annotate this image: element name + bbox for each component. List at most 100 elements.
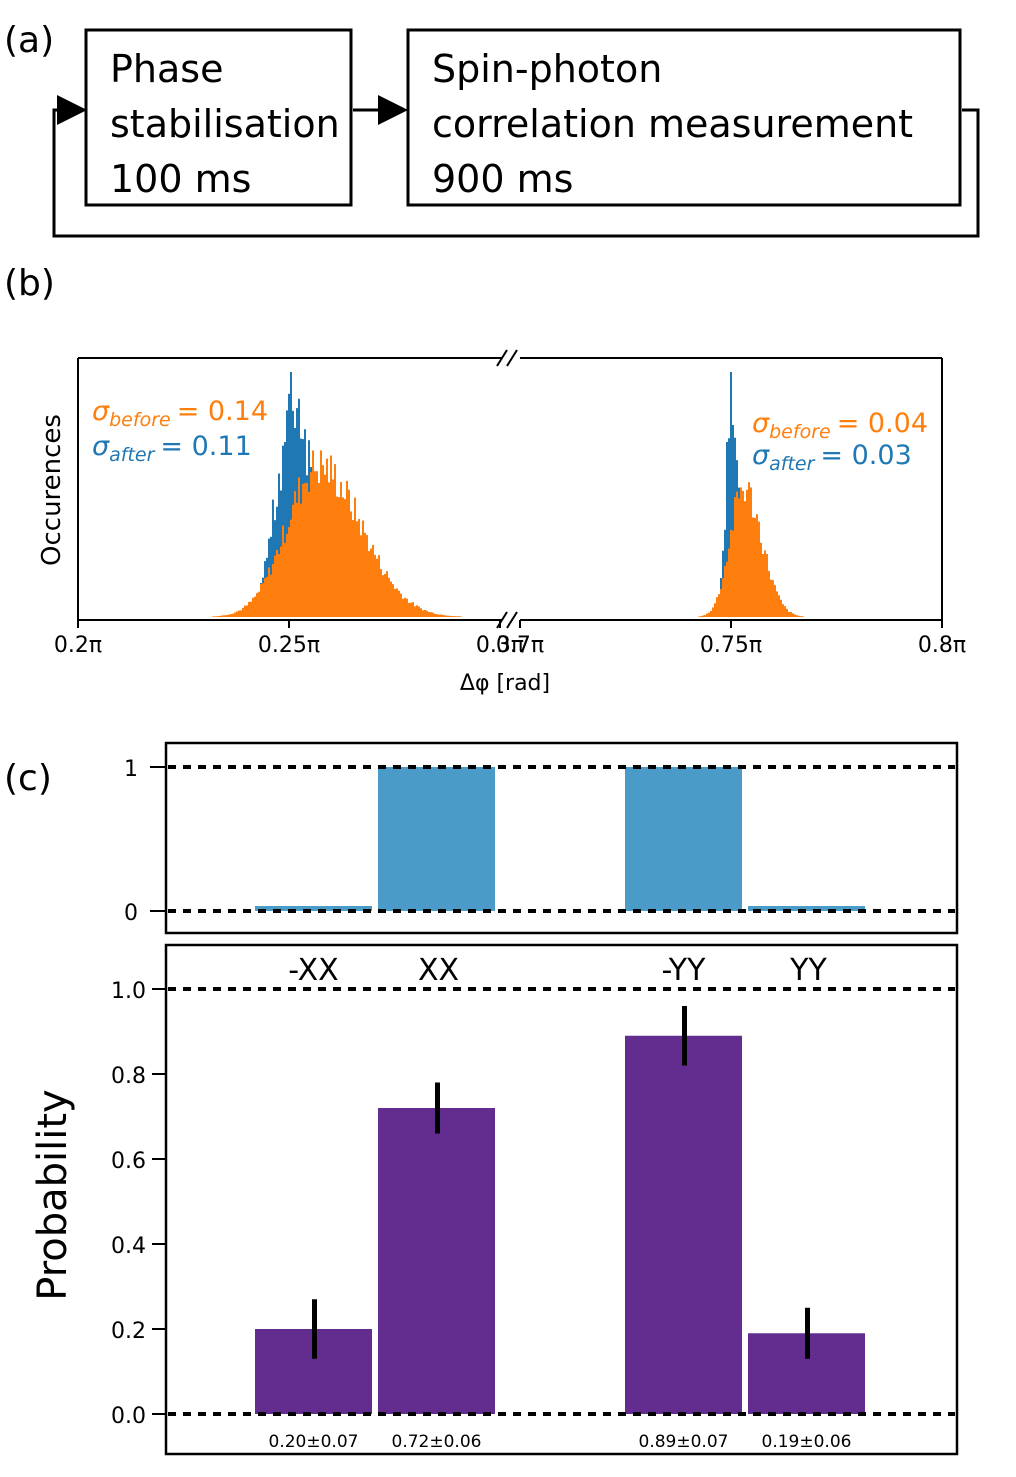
hist-bin-before: [268, 567, 270, 617]
hist-bin-before: [766, 553, 768, 617]
hist-bin-before: [350, 511, 352, 617]
hist-bin-before: [716, 597, 718, 617]
hist-bin-before: [232, 613, 234, 617]
probability-ylabel: Probability: [30, 1089, 76, 1300]
hist-bin-before: [348, 489, 350, 617]
hist-bin-before: [432, 612, 434, 617]
category-label-YY: YY: [789, 953, 827, 988]
hist-bin-after: [728, 438, 730, 617]
ideal-bar-XX: [378, 767, 495, 911]
hist-bin-before: [394, 588, 396, 617]
hist-bin-before: [430, 612, 432, 617]
hist-bin-before: [266, 576, 268, 617]
hist-bin-before: [720, 589, 722, 617]
hist-bin-before: [214, 616, 216, 617]
hist-bin-before: [304, 483, 306, 617]
hist-bin-before: [446, 615, 448, 617]
hist-bin-before: [396, 588, 398, 617]
hist-bin-before: [236, 611, 238, 617]
hist-bin-before: [798, 615, 800, 617]
hist-bin-before: [408, 602, 410, 617]
measured-ytick-label: 1.0: [111, 979, 146, 1004]
ideal-bar-chart: 01: [124, 757, 955, 926]
hist-bin-before: [246, 605, 248, 617]
hist-bin-before: [728, 548, 730, 617]
hist-bin-before: [710, 610, 712, 617]
box2-line2: correlation measurement: [432, 102, 913, 146]
measured-ytick-label: 0.4: [111, 1234, 146, 1259]
value-label--XX: 0.20±0.07: [269, 1432, 359, 1452]
hist-bin-before: [778, 595, 780, 617]
hist-bin-before: [776, 591, 778, 617]
hist-bin-before: [226, 614, 228, 617]
hist-bin-before: [444, 615, 446, 617]
hist-bin-before: [802, 616, 804, 617]
hist-bin-before: [402, 598, 404, 617]
hist-bin-before: [392, 584, 394, 617]
hist-bin-before: [792, 613, 794, 617]
hist-tick-label: 0.25π: [258, 633, 320, 658]
hist-bin-before: [244, 605, 246, 617]
hist-bin-before: [380, 569, 382, 617]
hist-bin-before: [310, 472, 312, 617]
hist-bin-before: [320, 450, 322, 617]
panel-label-a: (a): [4, 20, 54, 61]
hist-bin-before: [356, 521, 358, 617]
hist-bin-before: [756, 514, 758, 617]
box2-line1: Spin-photon: [432, 47, 662, 91]
ideal-chart-frame: [164, 741, 959, 935]
measured-ytick-label: 0.8: [111, 1064, 146, 1089]
hist-bin-before: [282, 525, 284, 617]
hist-bin-before: [442, 614, 444, 617]
hist-bin-before: [460, 616, 462, 617]
hist-bin-before: [362, 520, 364, 617]
hist-bin-after: [730, 372, 732, 617]
hist-bin-before: [722, 578, 724, 617]
hist-bin-before: [366, 535, 368, 617]
hist-bin-before: [220, 615, 222, 617]
hist-bin-before: [352, 519, 354, 617]
hist-bin-before: [436, 614, 438, 617]
hist-bin-before: [428, 611, 430, 617]
hist-bin-before: [324, 474, 326, 617]
sigma-after-left: σafter = 0.11: [92, 431, 252, 466]
hist-bin-before: [708, 612, 710, 617]
hist-bin-before: [250, 601, 252, 617]
hist-bin-before: [772, 580, 774, 617]
hist-bin-before: [280, 546, 282, 617]
correlation-measurement-box: [406, 28, 962, 207]
hist-bin-before: [742, 490, 744, 617]
hist-bin-after: [272, 499, 274, 617]
axis-break-bottom: [496, 611, 518, 629]
loop-back-arrow: [52, 95, 980, 238]
hist-xlabel: Δφ [rad]: [460, 671, 550, 696]
measured-bar-XX: [378, 1108, 495, 1414]
hist-bin-before: [730, 529, 732, 617]
hist-bin-before: [360, 535, 362, 617]
category-label--XX: -XX: [288, 953, 338, 988]
sigma-after-subscript: after: [769, 453, 815, 475]
hist-bin-before: [774, 585, 776, 617]
hist-bin-before: [456, 616, 458, 617]
hist-bin-before: [258, 591, 260, 617]
hist-tick-label: 0.3π: [476, 633, 524, 658]
hist-bin-before: [332, 479, 334, 617]
hist-bin-before: [288, 527, 290, 617]
hist-bin-before: [388, 577, 390, 617]
hist-bin-before: [336, 496, 338, 617]
hist-bin-after: [732, 424, 734, 617]
sigma-after-subscript: after: [109, 444, 155, 466]
box1-line3: 100 ms: [110, 157, 251, 201]
panel-label-b: (b): [4, 263, 55, 304]
hist-bin-before: [750, 487, 752, 617]
hist-bin-before: [412, 602, 414, 617]
hist-bin-before: [434, 613, 436, 617]
hist-bin-before: [718, 594, 720, 617]
sigma-before-subscript: before: [769, 421, 831, 443]
hist-bin-before: [340, 482, 342, 617]
sigma-symbol: σ: [752, 440, 770, 471]
hist-bin-before: [426, 610, 428, 617]
sigma-after-right-value: = 0.03: [820, 440, 911, 471]
hist-bin-before: [760, 542, 762, 617]
